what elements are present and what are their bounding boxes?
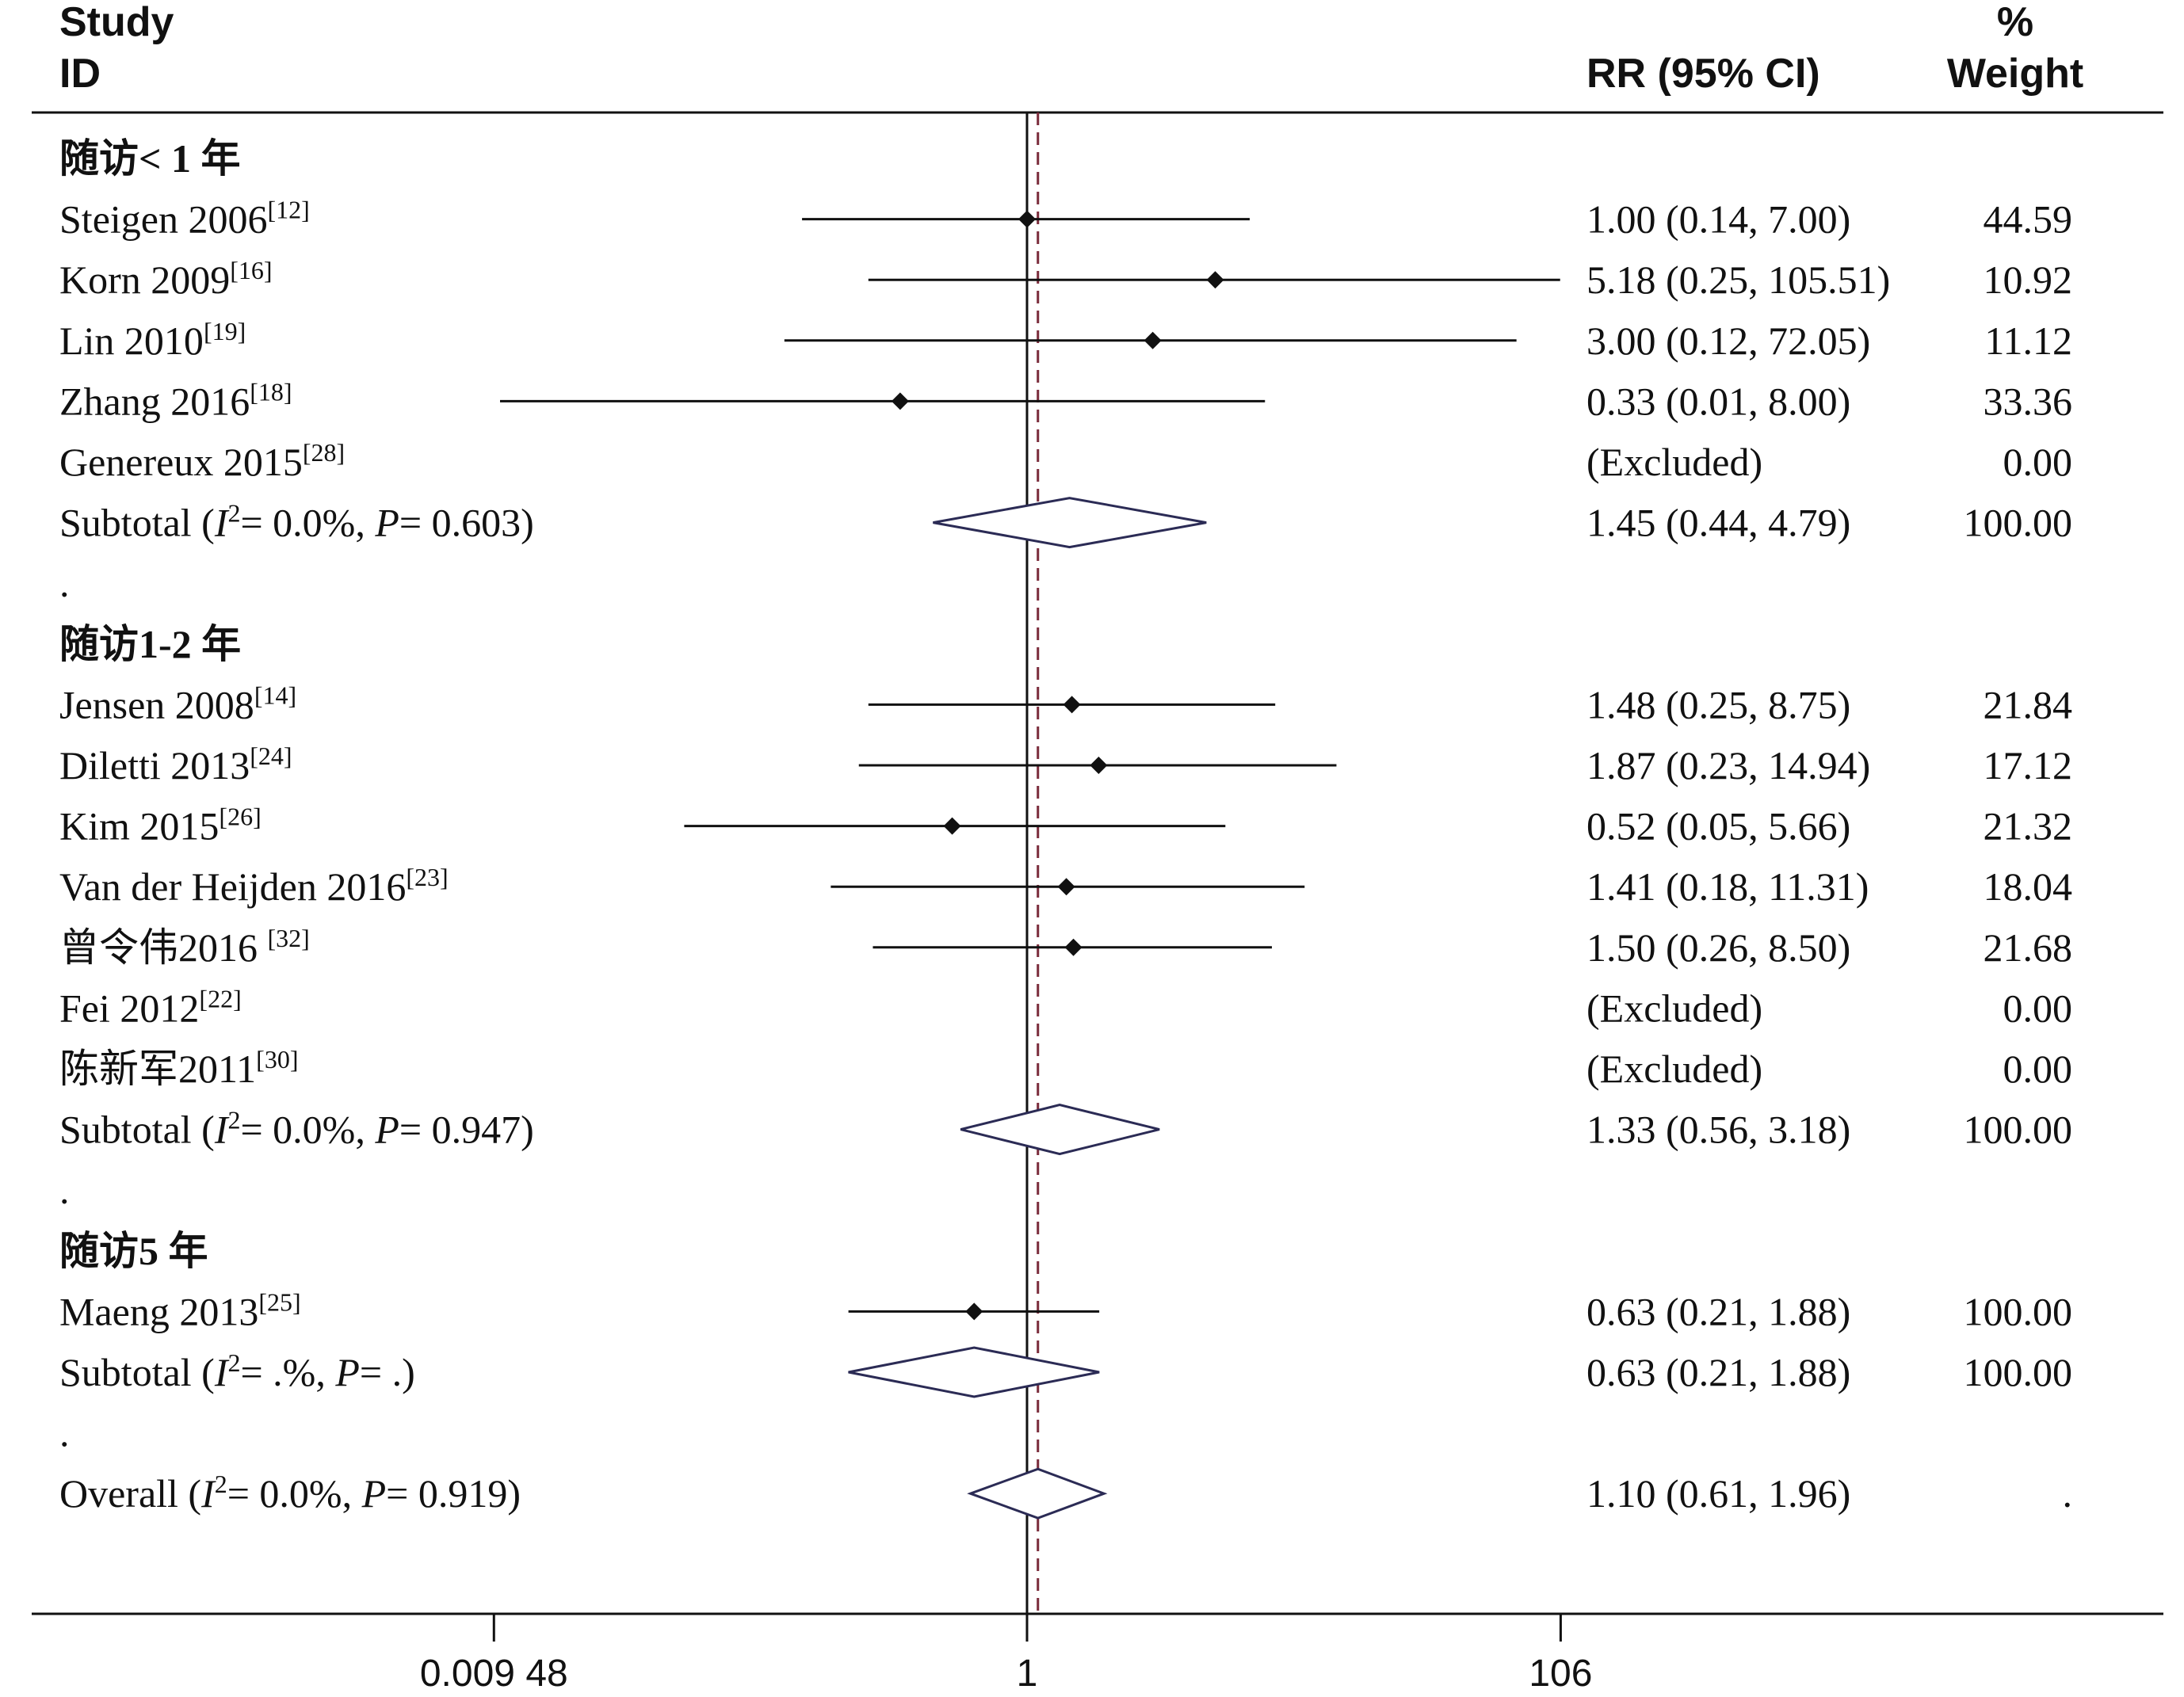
subtotal-diamond [848, 1346, 1100, 1398]
point-estimate [943, 817, 961, 835]
ci-text: 1.87 (0.23, 14.94) [1586, 743, 1870, 787]
header-percent: % [1997, 0, 2033, 45]
point-estimate [1063, 696, 1081, 714]
study-label: Fei 2012[22] [59, 984, 242, 1030]
study-label: Kim 2015[26] [59, 803, 262, 848]
x-tick-label: 106 [1529, 1653, 1592, 1695]
weight-value: 21.32 [1984, 804, 2073, 848]
ci-text: 0.63 (0.21, 1.88) [1586, 1350, 1850, 1394]
ci-text: 1.10 (0.61, 1.96) [1586, 1471, 1850, 1516]
weight-value: 0.00 [2003, 440, 2073, 484]
ci-text: 1.41 (0.18, 11.31) [1586, 864, 1869, 909]
weight-value: 21.84 [1984, 682, 2073, 726]
study-label: Korn 2009[16] [59, 256, 273, 302]
ci-text: 0.63 (0.21, 1.88) [1586, 1289, 1850, 1333]
point-estimate [1057, 878, 1075, 896]
weight-value: 11.12 [1984, 318, 2072, 363]
weight-value: 18.04 [1984, 864, 2073, 909]
spacer-dot: . [59, 1411, 70, 1455]
x-tick-label: 0.009 48 [420, 1653, 568, 1695]
ci-text: 3.00 (0.12, 72.05) [1586, 318, 1870, 363]
ci-text: 1.48 (0.25, 8.75) [1586, 682, 1850, 726]
weight-value: 10.92 [1984, 257, 2073, 302]
ci-text: (Excluded) [1586, 1047, 1762, 1091]
point-estimate [1144, 331, 1162, 349]
group-heading: 随访5 年 [59, 1229, 208, 1273]
header-effect: RR (95% CI) [1586, 51, 1820, 97]
weight-value: 100.00 [1964, 1108, 2073, 1152]
study-label: Diletti 2013[24] [59, 742, 292, 787]
study-label: Subtotal (I2= .%, P= .) [59, 1348, 415, 1394]
ci-text: 1.33 (0.56, 3.18) [1586, 1108, 1850, 1152]
header-weight: Weight [1947, 51, 2083, 97]
study-label: Subtotal (I2= 0.0%, P= 0.603) [59, 499, 534, 545]
study-label: Maeng 2013[25] [59, 1287, 301, 1333]
study-label: Genereux 2015[28] [59, 438, 345, 484]
ci-text: 5.18 (0.25, 105.51) [1586, 257, 1890, 302]
overall-diamond [967, 1467, 1108, 1520]
header-id: ID [59, 51, 101, 97]
point-estimate [1064, 938, 1082, 956]
point-estimate [891, 392, 909, 410]
weight-value: 33.36 [1984, 379, 2073, 423]
study-label: Steigen 2006[12] [59, 196, 310, 242]
study-label: Subtotal (I2= 0.0%, P= 0.947) [59, 1106, 534, 1152]
group-heading: 随访< 1 年 [59, 136, 241, 181]
study-label: Overall (I2= 0.0%, P= 0.919) [59, 1470, 521, 1516]
weight-value: 0.00 [2003, 1047, 2073, 1091]
weight-value: 100.00 [1964, 1289, 2073, 1333]
weight-value: 100.00 [1964, 501, 2073, 545]
spacer-dot: . [59, 1168, 70, 1212]
weight-value: 44.59 [1984, 197, 2073, 242]
subtotal-diamond [933, 497, 1207, 549]
header-study: Study [59, 0, 174, 45]
point-estimate [1090, 757, 1108, 774]
ci-text: 1.50 (0.26, 8.50) [1586, 925, 1850, 970]
ci-text: 0.33 (0.01, 8.00) [1586, 379, 1850, 423]
point-estimate [1206, 271, 1224, 289]
point-estimate [965, 1302, 983, 1321]
ci-text: (Excluded) [1586, 986, 1762, 1030]
weight-value: 21.68 [1984, 925, 2073, 970]
weight-value: . [2063, 1471, 2073, 1516]
ci-text: 0.52 (0.05, 5.66) [1586, 804, 1850, 848]
weight-value: 100.00 [1964, 1350, 2073, 1394]
study-label: Zhang 2016[18] [59, 377, 292, 423]
study-label: Lin 2010[19] [59, 317, 246, 363]
spacer-dot: . [59, 561, 70, 605]
group-heading: 随访1-2 年 [59, 622, 241, 666]
study-label: 曾令伟2016 [32] [59, 924, 310, 970]
ci-text: 1.00 (0.14, 7.00) [1586, 197, 1850, 242]
ci-text: 1.45 (0.44, 4.79) [1586, 501, 1850, 545]
subtotal-diamond [960, 1104, 1160, 1156]
weight-value: 0.00 [2003, 986, 2073, 1030]
ci-text: (Excluded) [1586, 440, 1762, 484]
point-estimate [1018, 210, 1036, 228]
study-label: 陈新军2011[30] [59, 1045, 298, 1091]
x-axis-ticks: 0.009 48 1 106 [420, 1614, 1592, 1695]
study-label: Van der Heijden 2016[23] [59, 863, 449, 909]
study-label: Jensen 2008[14] [59, 681, 296, 726]
x-tick-label: 1 [1017, 1653, 1038, 1695]
forest-rows: 随访< 1 年 Steigen 2006[12] 1.00 (0.14, 7.00)… [59, 136, 2073, 1520]
weight-value: 17.12 [1984, 743, 2073, 787]
